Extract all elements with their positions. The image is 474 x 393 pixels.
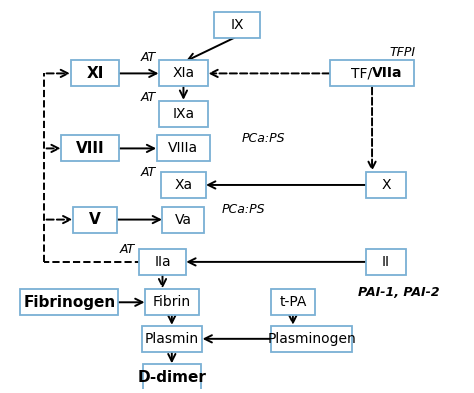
Text: AT: AT — [140, 91, 155, 104]
Text: Fibrinogen: Fibrinogen — [23, 295, 116, 310]
FancyBboxPatch shape — [157, 135, 210, 162]
Text: PCa:PS: PCa:PS — [242, 132, 285, 145]
Text: AT: AT — [140, 166, 155, 179]
FancyBboxPatch shape — [71, 61, 119, 86]
Text: PCa:PS: PCa:PS — [222, 204, 265, 217]
Text: TFPI: TFPI — [389, 46, 415, 59]
Text: II: II — [382, 255, 390, 269]
FancyBboxPatch shape — [271, 326, 352, 352]
Text: IXa: IXa — [173, 107, 194, 121]
Text: IIa: IIa — [154, 255, 171, 269]
Text: IX: IX — [230, 18, 244, 32]
Text: XIa: XIa — [173, 66, 194, 81]
FancyBboxPatch shape — [161, 172, 206, 198]
Text: TF/: TF/ — [351, 66, 372, 81]
Text: V: V — [89, 212, 101, 227]
FancyBboxPatch shape — [159, 101, 208, 127]
FancyBboxPatch shape — [366, 249, 406, 275]
Text: VIII: VIII — [76, 141, 105, 156]
FancyBboxPatch shape — [159, 61, 208, 86]
FancyBboxPatch shape — [366, 172, 406, 198]
FancyBboxPatch shape — [20, 289, 118, 315]
FancyBboxPatch shape — [61, 135, 119, 162]
Text: X: X — [381, 178, 391, 192]
FancyBboxPatch shape — [142, 326, 202, 352]
Text: D-dimer: D-dimer — [137, 370, 206, 385]
Text: Plasmin: Plasmin — [145, 332, 199, 346]
FancyBboxPatch shape — [145, 289, 199, 315]
FancyBboxPatch shape — [143, 364, 201, 390]
Text: PAI-1, PAI-2: PAI-1, PAI-2 — [358, 286, 440, 299]
Text: Plasminogen: Plasminogen — [267, 332, 356, 346]
FancyBboxPatch shape — [330, 61, 414, 86]
Text: VIIIa: VIIIa — [168, 141, 199, 155]
FancyBboxPatch shape — [73, 206, 117, 233]
FancyBboxPatch shape — [139, 249, 186, 275]
Text: VIIa: VIIa — [372, 66, 402, 81]
FancyBboxPatch shape — [214, 12, 260, 39]
FancyBboxPatch shape — [271, 289, 315, 315]
Text: Xa: Xa — [174, 178, 192, 192]
Text: XI: XI — [86, 66, 104, 81]
FancyBboxPatch shape — [163, 206, 204, 233]
Text: AT: AT — [140, 51, 155, 64]
Text: AT: AT — [120, 243, 135, 256]
Text: t-PA: t-PA — [279, 295, 307, 309]
Text: Va: Va — [175, 213, 192, 227]
Text: Fibrin: Fibrin — [153, 295, 191, 309]
